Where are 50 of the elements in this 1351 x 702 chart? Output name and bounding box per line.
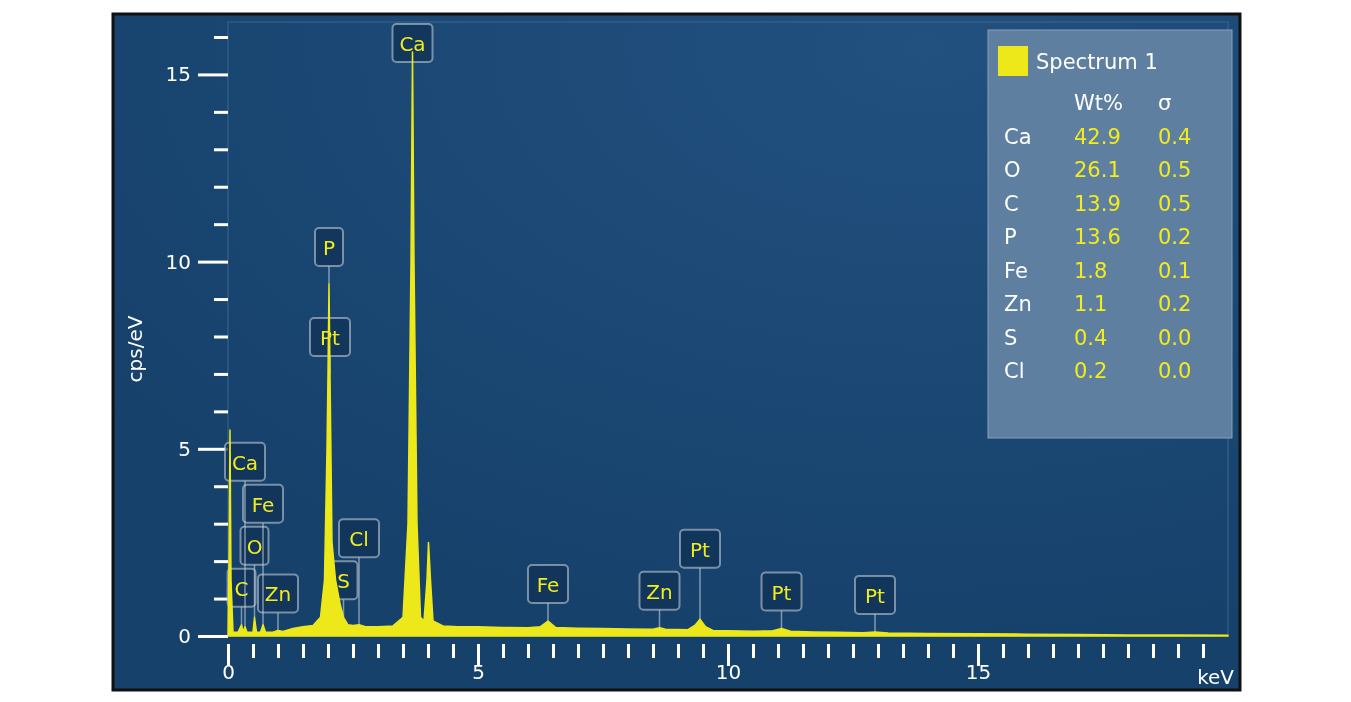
annotation: 0.0 xyxy=(1158,359,1192,383)
y-tick-label: 5 xyxy=(178,436,191,461)
annotation: O xyxy=(1004,158,1021,182)
annotation: Fe xyxy=(536,573,560,598)
x-tick-label: 0 xyxy=(222,660,235,684)
annotation: Cl xyxy=(1004,359,1025,383)
annotation: C xyxy=(1004,191,1019,216)
annotation: σ xyxy=(1158,91,1172,115)
x-axis-title: keV xyxy=(1197,665,1235,689)
annotation: C xyxy=(234,576,249,601)
annotation: 0.2 xyxy=(1158,225,1192,249)
annotation: Cl xyxy=(349,527,369,552)
annotation: 1.1 xyxy=(1074,292,1108,316)
legend-label: Spectrum 1 xyxy=(1036,50,1158,74)
annotation: 0.2 xyxy=(1158,292,1192,316)
annotation: S xyxy=(337,569,350,594)
y-tick-label: 10 xyxy=(165,249,191,274)
annotation: Pt xyxy=(690,537,711,562)
annotation: P xyxy=(1004,225,1017,249)
annotation: 13.9 xyxy=(1074,191,1121,216)
annotation: 0.2 xyxy=(1074,359,1108,383)
annotation: Ca xyxy=(1004,124,1032,149)
annotation: 26.1 xyxy=(1074,158,1121,182)
annotation: Fe xyxy=(251,492,275,517)
annotation: Zn xyxy=(1004,292,1032,316)
annotation: Zn xyxy=(264,582,292,607)
annotation: 13.6 xyxy=(1074,225,1121,249)
annotation: 1.8 xyxy=(1074,258,1108,283)
annotation: S xyxy=(1004,325,1018,350)
annotation: P xyxy=(322,236,336,261)
x-tick-label: 10 xyxy=(715,660,742,684)
y-tick-label: 15 xyxy=(165,62,191,87)
y-axis-title: cps/eV xyxy=(123,315,147,383)
annotation: Ca xyxy=(231,450,259,475)
annotation: 42.9 xyxy=(1074,124,1121,149)
annotation: 0.0 xyxy=(1158,325,1192,350)
annotation: Fe xyxy=(1004,258,1028,283)
annotation: Wt% xyxy=(1074,91,1123,115)
x-tick-label: 15 xyxy=(965,660,992,684)
annotation: 0.1 xyxy=(1158,258,1192,283)
annotation: O xyxy=(246,534,263,559)
annotation: 0.4 xyxy=(1074,325,1108,350)
annotation: 0.5 xyxy=(1158,191,1192,216)
annotation: Pt xyxy=(771,580,792,605)
annotation: Zn xyxy=(646,579,673,604)
annotation: 0.4 xyxy=(1158,124,1192,149)
y-tick-label: 0 xyxy=(178,623,191,648)
annotation: Ca xyxy=(399,32,426,56)
annotation: Pt xyxy=(865,583,886,608)
annotation: 0.5 xyxy=(1158,158,1192,182)
